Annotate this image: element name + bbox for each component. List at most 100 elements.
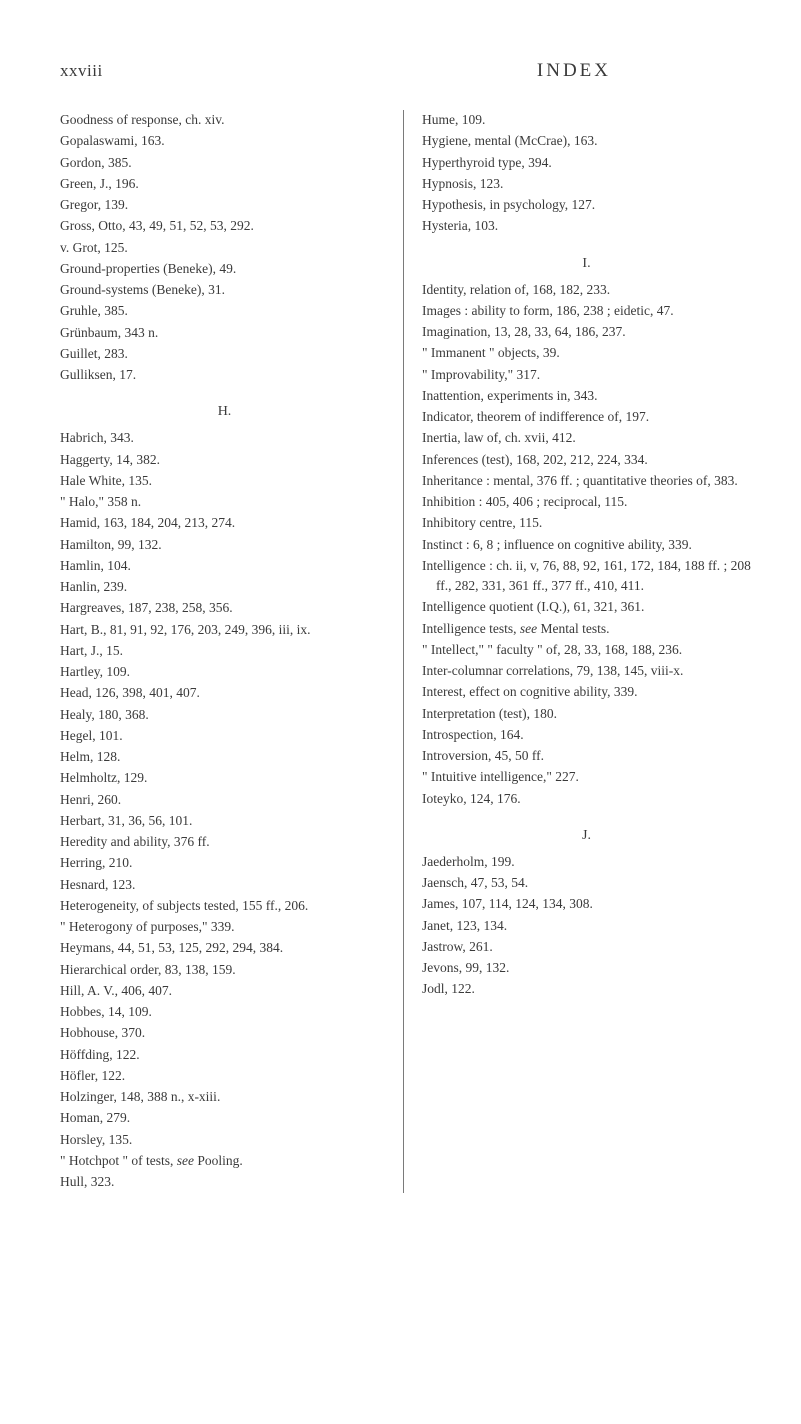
index-entry: Horsley, 135. xyxy=(60,1130,389,1150)
right-column: Hume, 109.Hygiene, mental (McCrae), 163.… xyxy=(414,110,751,1193)
index-entry: Gopalaswami, 163. xyxy=(60,131,389,151)
index-entry: Introspection, 164. xyxy=(422,725,751,745)
index-entry: Gordon, 385. xyxy=(60,153,389,173)
index-entry: Hierarchical order, 83, 138, 159. xyxy=(60,960,389,980)
index-entry: Hobhouse, 370. xyxy=(60,1023,389,1043)
index-columns: Goodness of response, ch. xiv.Gopalaswam… xyxy=(60,110,751,1193)
index-entry: Höfler, 122. xyxy=(60,1066,389,1086)
index-entry: Hyperthyroid type, 394. xyxy=(422,153,751,173)
index-entry: Hypothesis, in psychology, 127. xyxy=(422,195,751,215)
index-entry: Healy, 180, 368. xyxy=(60,705,389,725)
index-entry: Hesnard, 123. xyxy=(60,875,389,895)
index-entry: Grünbaum, 343 n. xyxy=(60,323,389,343)
index-entry: Hobbes, 14, 109. xyxy=(60,1002,389,1022)
index-entry: Heymans, 44, 51, 53, 125, 292, 294, 384. xyxy=(60,938,389,958)
index-entry: Intelligence : ch. ii, v, 76, 88, 92, 16… xyxy=(422,556,751,597)
index-entry: Homan, 279. xyxy=(60,1108,389,1128)
index-entry: Hartley, 109. xyxy=(60,662,389,682)
index-entry: Interpretation (test), 180. xyxy=(422,704,751,724)
page-header: xxviii INDEX xyxy=(60,60,751,82)
index-entry: Habrich, 343. xyxy=(60,428,389,448)
index-entry: Holzinger, 148, 388 n., x-xiii. xyxy=(60,1087,389,1107)
index-entry: Ground-properties (Beneke), 49. xyxy=(60,259,389,279)
index-entry: Goodness of response, ch. xiv. xyxy=(60,110,389,130)
index-entry: Helm, 128. xyxy=(60,747,389,767)
entries-g: Goodness of response, ch. xiv.Gopalaswam… xyxy=(60,110,389,385)
index-entry: Jaensch, 47, 53, 54. xyxy=(422,873,751,893)
index-entry: Intelligence quotient (I.Q.), 61, 321, 3… xyxy=(422,597,751,617)
index-entry: Inheritance : mental, 376 ff. ; quantita… xyxy=(422,471,751,491)
index-entry: Gulliksen, 17. xyxy=(60,365,389,385)
index-entry: Jaederholm, 199. xyxy=(422,852,751,872)
index-entry: Hill, A. V., 406, 407. xyxy=(60,981,389,1001)
index-entry: Henri, 260. xyxy=(60,790,389,810)
entries-h-cont: Hume, 109.Hygiene, mental (McCrae), 163.… xyxy=(422,110,751,237)
index-entry: James, 107, 114, 124, 134, 308. xyxy=(422,894,751,914)
index-entry: Hamlin, 104. xyxy=(60,556,389,576)
index-entry: Höffding, 122. xyxy=(60,1045,389,1065)
index-entry: Imagination, 13, 28, 33, 64, 186, 237. xyxy=(422,322,751,342)
index-entry: Herring, 210. xyxy=(60,853,389,873)
entries-h: Habrich, 343.Haggerty, 14, 382.Hale Whit… xyxy=(60,428,389,1192)
index-entry: Hart, J., 15. xyxy=(60,641,389,661)
index-entry: " Halo," 358 n. xyxy=(60,492,389,512)
index-entry: Jastrow, 261. xyxy=(422,937,751,957)
index-entry: Gruhle, 385. xyxy=(60,301,389,321)
index-entry: Inferences (test), 168, 202, 212, 224, 3… xyxy=(422,450,751,470)
index-entry: Inertia, law of, ch. xvii, 412. xyxy=(422,428,751,448)
section-heading-j: J. xyxy=(422,825,751,846)
index-entry: Hull, 323. xyxy=(60,1172,389,1192)
index-entry: Heredity and ability, 376 ff. xyxy=(60,832,389,852)
section-heading-i: I. xyxy=(422,253,751,274)
index-entry: Haggerty, 14, 382. xyxy=(60,450,389,470)
index-entry: Hargreaves, 187, 238, 258, 356. xyxy=(60,598,389,618)
index-entry: Hamid, 163, 184, 204, 213, 274. xyxy=(60,513,389,533)
index-entry: Inhibition : 405, 406 ; reciprocal, 115. xyxy=(422,492,751,512)
index-entry: Heterogeneity, of subjects tested, 155 f… xyxy=(60,896,389,916)
left-column: Goodness of response, ch. xiv.Gopalaswam… xyxy=(60,110,404,1193)
index-entry: Ioteyko, 124, 176. xyxy=(422,789,751,809)
index-entry: Hypnosis, 123. xyxy=(422,174,751,194)
index-entry: Helmholtz, 129. xyxy=(60,768,389,788)
index-entry: Herbart, 31, 36, 56, 101. xyxy=(60,811,389,831)
index-entry: Images : ability to form, 186, 238 ; eid… xyxy=(422,301,751,321)
index-entry: Head, 126, 398, 401, 407. xyxy=(60,683,389,703)
index-entry: Gross, Otto, 43, 49, 51, 52, 53, 292. xyxy=(60,216,389,236)
index-entry: Inattention, experiments in, 343. xyxy=(422,386,751,406)
index-entry: Hamilton, 99, 132. xyxy=(60,535,389,555)
index-entry: Inhibitory centre, 115. xyxy=(422,513,751,533)
page-number: xxviii xyxy=(60,61,103,81)
index-entry: Ground-systems (Beneke), 31. xyxy=(60,280,389,300)
index-entry: " Intellect," " faculty " of, 28, 33, 16… xyxy=(422,640,751,660)
index-entry: " Hotchpot " of tests, see Pooling. xyxy=(60,1151,389,1171)
index-entry: Jodl, 122. xyxy=(422,979,751,999)
index-entry: Jevons, 99, 132. xyxy=(422,958,751,978)
index-entry: Inter-columnar correlations, 79, 138, 14… xyxy=(422,661,751,681)
index-entry: Identity, relation of, 168, 182, 233. xyxy=(422,280,751,300)
index-entry: Interest, effect on cognitive ability, 3… xyxy=(422,682,751,702)
index-entry: " Immanent " objects, 39. xyxy=(422,343,751,363)
page-title: INDEX xyxy=(537,60,611,82)
index-entry: Intelligence tests, see Mental tests. xyxy=(422,619,751,639)
index-entry: v. Grot, 125. xyxy=(60,238,389,258)
index-entry: Hygiene, mental (McCrae), 163. xyxy=(422,131,751,151)
index-entry: Hanlin, 239. xyxy=(60,577,389,597)
index-entry: " Intuitive intelligence," 227. xyxy=(422,767,751,787)
index-entry: " Improvability," 317. xyxy=(422,365,751,385)
index-entry: Gregor, 139. xyxy=(60,195,389,215)
index-entry: Hart, B., 81, 91, 92, 176, 203, 249, 396… xyxy=(60,620,389,640)
section-heading-h: H. xyxy=(60,401,389,422)
index-entry: " Heterogony of purposes," 339. xyxy=(60,917,389,937)
index-entry: Instinct : 6, 8 ; influence on cognitive… xyxy=(422,535,751,555)
index-entry: Indicator, theorem of indifference of, 1… xyxy=(422,407,751,427)
index-entry: Introversion, 45, 50 ff. xyxy=(422,746,751,766)
entries-j: Jaederholm, 199.Jaensch, 47, 53, 54.Jame… xyxy=(422,852,751,1000)
index-entry: Guillet, 283. xyxy=(60,344,389,364)
entries-i: Identity, relation of, 168, 182, 233.Ima… xyxy=(422,280,751,809)
index-entry: Hume, 109. xyxy=(422,110,751,130)
index-entry: Hysteria, 103. xyxy=(422,216,751,236)
index-entry: Hale White, 135. xyxy=(60,471,389,491)
index-entry: Green, J., 196. xyxy=(60,174,389,194)
index-entry: Janet, 123, 134. xyxy=(422,916,751,936)
index-entry: Hegel, 101. xyxy=(60,726,389,746)
